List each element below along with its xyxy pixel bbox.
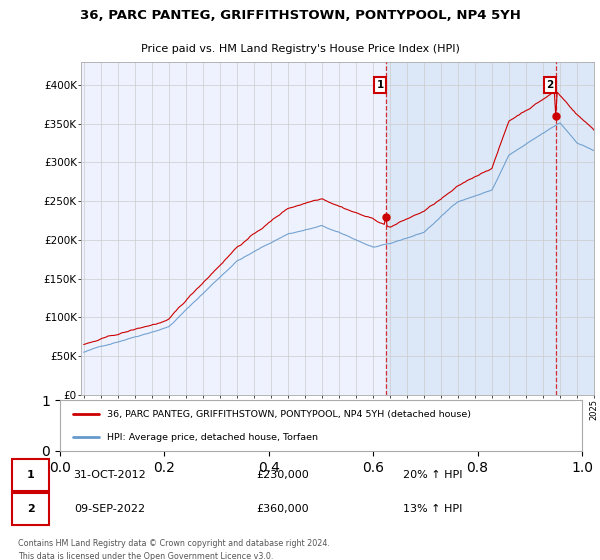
Bar (386, 62, 594, 395)
Text: £230,000: £230,000 (256, 470, 309, 480)
Text: 36, PARC PANTEG, GRIFFITHSTOWN, PONTYPOOL, NP4 5YH: 36, PARC PANTEG, GRIFFITHSTOWN, PONTYPOO… (80, 9, 520, 22)
Text: This data is licensed under the Open Government Licence v3.0.: This data is licensed under the Open Gov… (18, 552, 273, 560)
Text: 1: 1 (376, 80, 383, 90)
Text: 1: 1 (27, 470, 35, 480)
FancyBboxPatch shape (12, 459, 49, 491)
Text: 2: 2 (27, 504, 35, 514)
Text: Contains HM Land Registry data © Crown copyright and database right 2024.: Contains HM Land Registry data © Crown c… (18, 539, 329, 548)
Text: Price paid vs. HM Land Registry's House Price Index (HPI): Price paid vs. HM Land Registry's House … (140, 44, 460, 54)
Text: 20% ↑ HPI: 20% ↑ HPI (403, 470, 462, 480)
Text: 2: 2 (547, 80, 554, 90)
Text: 13% ↑ HPI: 13% ↑ HPI (403, 504, 462, 514)
FancyBboxPatch shape (12, 493, 49, 525)
Text: £360,000: £360,000 (256, 504, 309, 514)
Text: HPI: Average price, detached house, Torfaen: HPI: Average price, detached house, Torf… (107, 433, 318, 442)
Text: 09-SEP-2022: 09-SEP-2022 (74, 504, 145, 514)
Text: 36, PARC PANTEG, GRIFFITHSTOWN, PONTYPOOL, NP4 5YH (detached house): 36, PARC PANTEG, GRIFFITHSTOWN, PONTYPOO… (107, 409, 471, 418)
Text: 31-OCT-2012: 31-OCT-2012 (74, 470, 146, 480)
